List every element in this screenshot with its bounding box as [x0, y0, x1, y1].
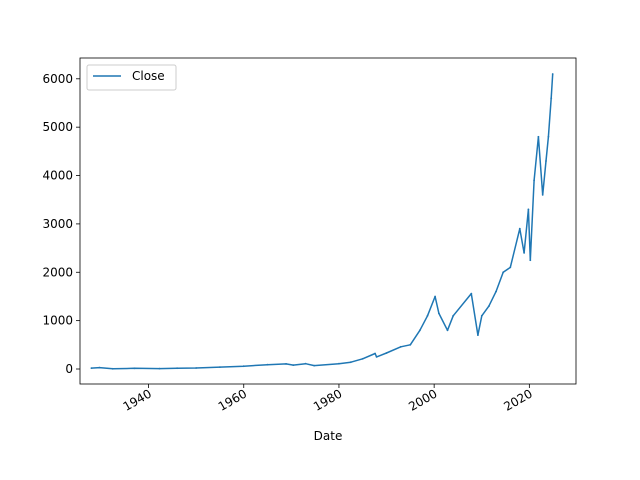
data-point	[529, 259, 532, 262]
data-point	[195, 367, 198, 369]
y-tick-label: 2000	[42, 265, 73, 279]
data-point	[488, 305, 490, 307]
data-point	[292, 364, 295, 366]
data-point	[452, 314, 455, 317]
data-point	[158, 367, 161, 370]
x-axis-title: Date	[314, 429, 343, 443]
data-point	[477, 334, 479, 336]
y-tick-label: 5000	[42, 120, 73, 134]
data-point	[304, 362, 307, 365]
data-point	[495, 290, 497, 293]
data-point	[90, 367, 93, 369]
data-point	[541, 194, 544, 196]
plot-frame	[79, 57, 577, 385]
data-point	[385, 352, 388, 354]
data-point	[133, 367, 136, 370]
data-point	[518, 227, 521, 230]
data-point	[375, 356, 378, 358]
data-point	[533, 179, 535, 182]
data-point	[547, 135, 550, 138]
data-point	[426, 314, 429, 317]
data-point	[470, 292, 473, 295]
data-point	[266, 363, 269, 366]
y-axis-ticks: 0 1000 2000 3000 4000 5000 6000	[42, 72, 80, 376]
data-point	[480, 314, 483, 317]
y-tick-label: 6000	[42, 72, 73, 86]
series-layer	[90, 73, 554, 370]
data-point	[111, 367, 114, 370]
data-point	[399, 345, 402, 348]
legend-label-close: Close	[132, 69, 165, 83]
y-tick-label: 0	[65, 362, 73, 376]
data-point	[313, 364, 316, 367]
data-point	[419, 329, 421, 332]
data-point	[446, 329, 449, 332]
data-point	[438, 312, 440, 315]
data-point	[434, 295, 436, 298]
data-point	[409, 343, 412, 346]
data-point	[537, 135, 540, 138]
data-point	[285, 363, 287, 365]
data-point	[509, 266, 512, 269]
series-line-close	[91, 73, 554, 370]
data-point	[361, 357, 364, 360]
data-point	[176, 367, 179, 370]
data-point	[502, 271, 505, 274]
data-point	[219, 366, 221, 368]
y-tick-label: 4000	[42, 169, 73, 183]
data-point	[545, 160, 547, 162]
data-point	[242, 365, 245, 368]
y-tick-label: 3000	[42, 217, 73, 231]
data-point	[523, 252, 525, 254]
data-point	[349, 361, 352, 364]
data-point	[374, 352, 376, 355]
data-point	[550, 97, 553, 99]
data-point	[98, 366, 101, 369]
y-tick-label: 1000	[42, 314, 73, 328]
legend-box	[86, 64, 177, 91]
data-point	[527, 208, 530, 211]
data-point	[551, 73, 554, 75]
data-point	[338, 362, 340, 365]
legend: Close	[86, 64, 177, 91]
